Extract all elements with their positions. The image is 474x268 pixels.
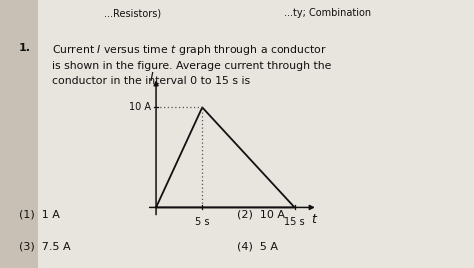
Text: 5 s: 5 s [195, 217, 210, 228]
Text: 1.: 1. [19, 43, 31, 53]
Text: $t$: $t$ [311, 213, 319, 226]
Text: 10 A: 10 A [129, 102, 151, 112]
Text: 15 s: 15 s [284, 217, 305, 228]
Text: ...ty; Combination: ...ty; Combination [284, 8, 372, 18]
Text: (4)  5 A: (4) 5 A [237, 241, 278, 251]
Text: $I$: $I$ [149, 71, 154, 84]
Text: (3)  7.5 A: (3) 7.5 A [19, 241, 71, 251]
Text: (2)  10 A: (2) 10 A [237, 209, 285, 219]
Text: Current $I$ versus time $t$ graph through a conductor
is shown in the figure. Av: Current $I$ versus time $t$ graph throug… [52, 43, 331, 86]
Text: ...Resistors): ...Resistors) [104, 8, 162, 18]
Text: (1)  1 A: (1) 1 A [19, 209, 60, 219]
